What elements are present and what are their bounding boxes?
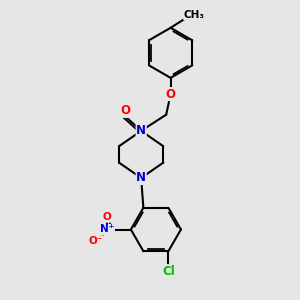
Text: N⁺: N⁺ [100,224,114,235]
Text: O: O [103,212,112,222]
Text: O⁻: O⁻ [88,236,103,246]
Text: Cl: Cl [162,265,175,278]
Text: N: N [136,124,146,137]
Text: N: N [136,172,146,184]
Text: O: O [120,104,130,117]
Text: O: O [166,88,176,100]
Text: CH₃: CH₃ [184,10,205,20]
